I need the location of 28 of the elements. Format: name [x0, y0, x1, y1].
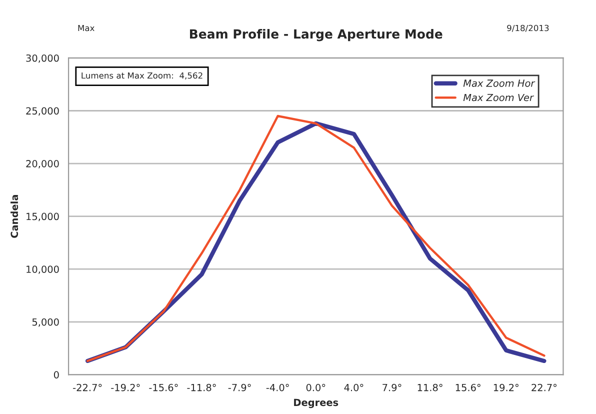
y-axis-title: Candela: [10, 195, 18, 238]
y-tick-label: 15,000: [26, 212, 59, 222]
x-tick-label: 11.8°: [418, 384, 442, 392]
text: 9/18/2013: [507, 24, 549, 32]
x-axis-title: Degrees: [294, 398, 338, 408]
text: Max: [78, 24, 94, 32]
x-tick-label: 0.0°: [306, 384, 326, 392]
y-tick-label: 30,000: [26, 54, 59, 63]
chart-title: Beam Profile - Large Aperture Mode: [190, 29, 442, 42]
annotation: Lumens at Max Zoom: 4,562: [82, 72, 202, 80]
x-tick-label: -15.6°: [149, 384, 178, 392]
x-tick-label: 15.6°: [456, 384, 480, 392]
legend-label: Max Zoom Hor: [463, 80, 536, 87]
x-tick-label: -22.7°: [73, 384, 102, 392]
x-tick-label: 4.0°: [344, 384, 364, 392]
y-tick-label: 25,000: [26, 107, 59, 116]
x-tick-label: 19.2°: [494, 384, 518, 392]
x-tick-label: -4.0°: [266, 384, 289, 392]
y-tick-label: 20,000: [26, 160, 59, 168]
y-tick-label: 10,000: [26, 266, 59, 274]
y-tick-label: 5,000: [32, 318, 59, 327]
y-tick-label: 0: [54, 371, 59, 378]
x-tick-label: -7.9°: [228, 384, 251, 392]
legend-label: Max Zoom Ver: [463, 94, 534, 102]
x-tick-label: 22.7°: [532, 384, 557, 392]
x-tick-label: -19.2°: [111, 384, 140, 392]
x-tick-label: -11.8°: [187, 384, 216, 392]
x-tick-label: 7.9°: [382, 384, 402, 392]
